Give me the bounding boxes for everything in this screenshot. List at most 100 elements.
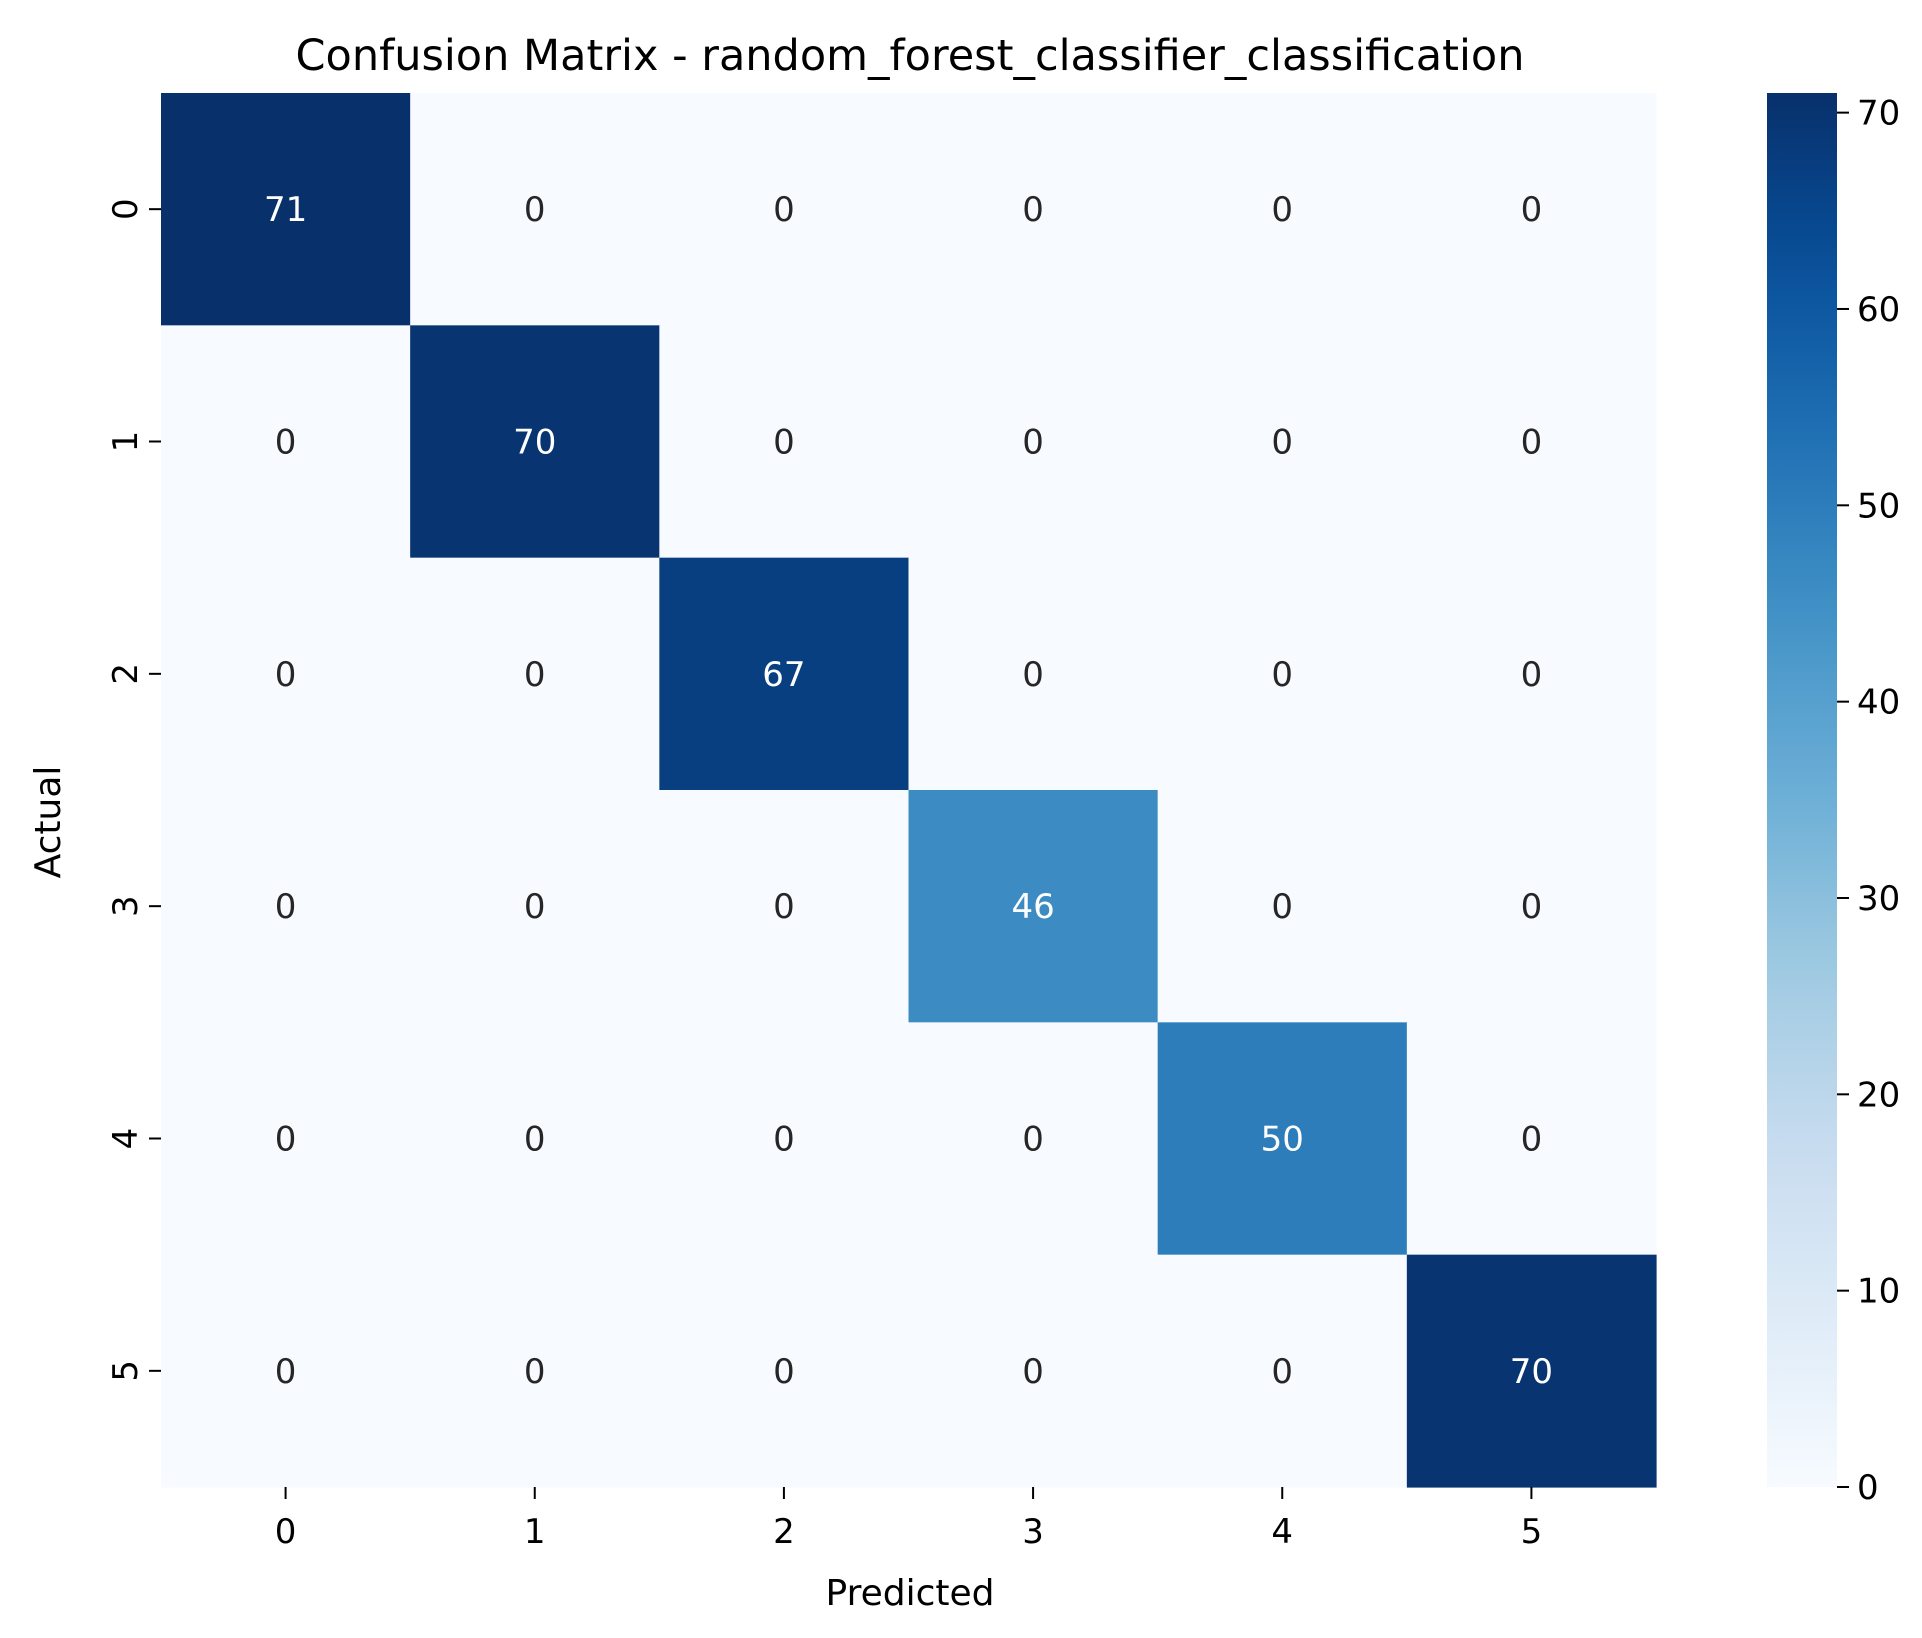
cell-label-4-2: 0	[773, 1120, 795, 1160]
y-tick-label-3: 3	[106, 895, 146, 917]
heatmap-cell-1-3	[908, 325, 1159, 559]
y-tick-label-2: 2	[106, 663, 146, 685]
heatmap-cell-1-5	[1406, 325, 1657, 559]
cell-label-4-4: 50	[1261, 1120, 1304, 1160]
x-tick-label-2: 2	[773, 1512, 795, 1552]
y-tick-label-0: 0	[106, 198, 146, 220]
cell-label-1-3: 0	[1022, 423, 1044, 463]
heatmap-cell-3-4	[1157, 790, 1408, 1023]
colorbar-tick-label-0: 0	[1857, 1468, 1879, 1508]
cell-label-0-2: 0	[773, 190, 795, 230]
heatmap-cell-5-4	[1157, 1254, 1408, 1488]
heatmap-cell-2-4	[1157, 557, 1408, 791]
heatmap-cell-1-1	[410, 325, 660, 559]
cell-label-5-4: 0	[1271, 1352, 1293, 1392]
cell-label-5-3: 0	[1022, 1352, 1044, 1392]
heatmap-cell-2-2	[659, 557, 910, 791]
y-tick-label-1: 1	[106, 431, 146, 453]
cell-label-4-5: 0	[1521, 1120, 1543, 1160]
cell-label-0-5: 0	[1521, 190, 1543, 230]
heatmap-cell-3-0	[161, 790, 411, 1023]
heatmap-cell-4-4	[1157, 1022, 1408, 1256]
heatmap-cell-5-3	[908, 1254, 1159, 1488]
heatmap-cell-3-1	[410, 790, 660, 1023]
cell-label-4-3: 0	[1022, 1120, 1044, 1160]
heatmap-cell-1-0	[161, 325, 411, 559]
colorbar-tick-label-7: 70	[1857, 94, 1900, 134]
heatmap-cell-0-4	[1157, 93, 1408, 326]
x-axis-ticks: 0 1 2 3 4 5	[275, 1487, 1542, 1552]
heatmap-cell-1-4	[1157, 325, 1408, 559]
colorbar-tick-label-5: 50	[1857, 486, 1900, 526]
cell-label-0-3: 0	[1022, 190, 1044, 230]
cell-label-3-5: 0	[1521, 887, 1543, 927]
heatmap-cell-3-3	[908, 790, 1159, 1023]
heatmap-cell-4-2	[659, 1022, 910, 1256]
cell-label-3-1: 0	[524, 887, 546, 927]
colorbar-tick-label-3: 30	[1857, 879, 1900, 919]
x-tick-label-3: 3	[1022, 1512, 1044, 1552]
cell-label-0-4: 0	[1271, 190, 1293, 230]
y-tick-label-5: 5	[106, 1360, 146, 1382]
cell-label-2-3: 0	[1022, 655, 1044, 695]
cell-label-5-1: 0	[524, 1352, 546, 1392]
y-axis-label: Actual	[28, 766, 69, 879]
cell-label-2-1: 0	[524, 655, 546, 695]
heatmap-cell-2-3	[908, 557, 1159, 791]
cell-label-3-4: 0	[1271, 887, 1293, 927]
heatmap-cell-4-5	[1406, 1022, 1657, 1256]
heatmap-cell-5-1	[410, 1254, 660, 1488]
cell-label-1-1: 70	[513, 423, 556, 463]
cell-label-2-5: 0	[1521, 655, 1543, 695]
cell-label-5-0: 0	[275, 1352, 297, 1392]
colorbar-ticks: 0 10 20 30 40 50 60 70	[1837, 94, 1900, 1508]
heatmap-cell-0-1	[410, 93, 660, 326]
heatmap-cell-5-0	[161, 1254, 411, 1488]
heatmap-cell-4-3	[908, 1022, 1159, 1256]
heatmap-cell-0-3	[908, 93, 1159, 326]
x-tick-label-1: 1	[524, 1512, 546, 1552]
x-axis-label: Predicted	[826, 1573, 995, 1614]
cell-label-1-5: 0	[1521, 423, 1543, 463]
cell-label-4-0: 0	[275, 1120, 297, 1160]
heatmap-cell-3-5	[1406, 790, 1657, 1023]
cell-label-5-2: 0	[773, 1352, 795, 1392]
colorbar-tick-label-6: 60	[1857, 290, 1900, 330]
y-tick-label-4: 4	[106, 1128, 146, 1150]
heatmap-cell-2-0	[161, 557, 411, 791]
x-tick-label-0: 0	[275, 1512, 297, 1552]
heatmap-cell-0-0	[161, 93, 411, 326]
colorbar-tick-label-4: 40	[1857, 683, 1900, 723]
heatmap-cell-2-1	[410, 557, 660, 791]
heatmap-cell-4-1	[410, 1022, 660, 1256]
y-axis-ticks: 0 1 2 3 4 5	[106, 198, 161, 1382]
cell-label-2-0: 0	[275, 655, 297, 695]
heatmap-cell-5-2	[659, 1254, 910, 1488]
heatmap-cell-1-2	[659, 325, 910, 559]
cell-label-2-2: 67	[762, 655, 805, 695]
heatmap-cell-5-5	[1406, 1254, 1657, 1488]
cell-label-1-2: 0	[773, 423, 795, 463]
cell-label-3-3: 46	[1011, 887, 1054, 927]
cell-label-4-1: 0	[524, 1120, 546, 1160]
cell-label-3-0: 0	[275, 887, 297, 927]
colorbar-tick-label-2: 20	[1857, 1075, 1900, 1115]
colorbar	[1767, 93, 1837, 1487]
cell-label-1-4: 0	[1271, 423, 1293, 463]
heatmap-cell-2-5	[1406, 557, 1657, 791]
cell-label-5-5: 70	[1510, 1352, 1553, 1392]
heatmap-cell-0-2	[659, 93, 910, 326]
heatmap-cell-3-2	[659, 790, 910, 1023]
cell-label-2-4: 0	[1271, 655, 1293, 695]
cell-label-0-0: 71	[264, 190, 307, 230]
x-tick-label-4: 4	[1271, 1512, 1293, 1552]
cell-label-1-0: 0	[275, 423, 297, 463]
heatmap-cell-4-0	[161, 1022, 411, 1256]
x-tick-label-5: 5	[1521, 1512, 1543, 1552]
heatmap-grid: 71 0 0 0 0 0 0 70 0 0 0 0 0 0 67 0 0 0 0 0 0 46 0 0 0 0 0 0 50 0 0 0 0 0 0…	[161, 93, 1657, 1488]
cell-label-0-1: 0	[524, 190, 546, 230]
chart-title: Confusion Matrix - random_forest_classif…	[295, 31, 1524, 81]
heatmap-cell-0-5	[1406, 93, 1657, 326]
cell-label-3-2: 0	[773, 887, 795, 927]
